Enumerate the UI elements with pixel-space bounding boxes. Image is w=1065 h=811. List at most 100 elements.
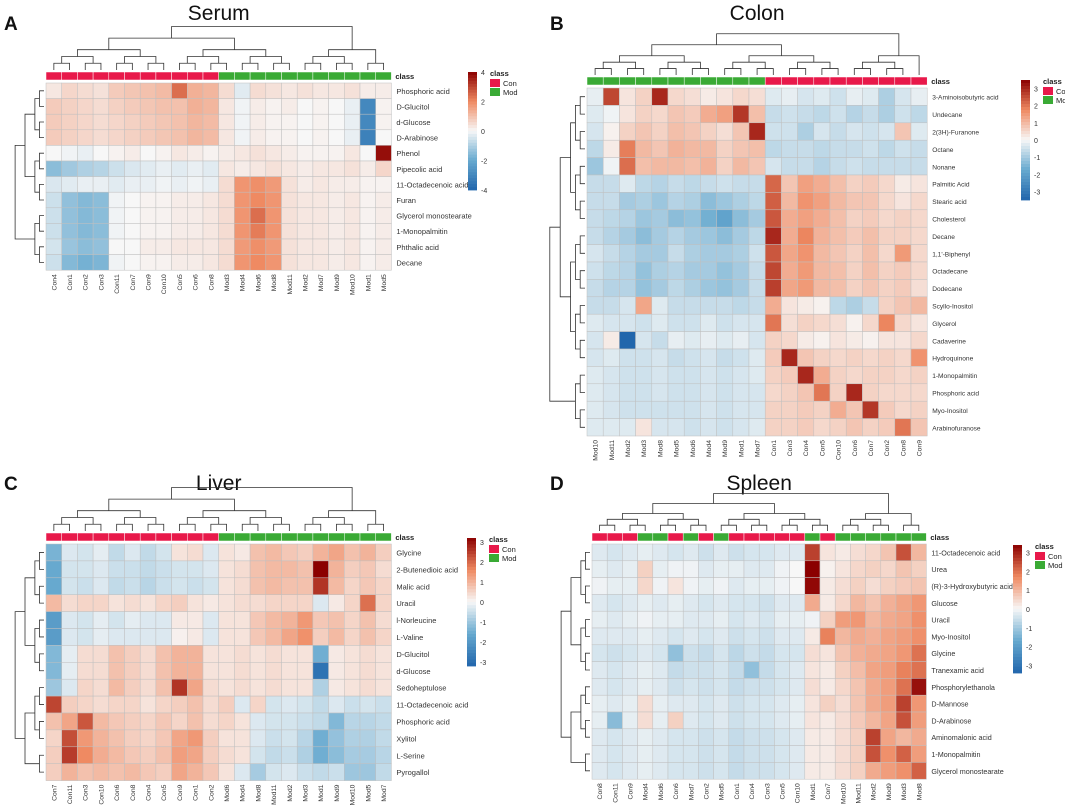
heatmap-cell xyxy=(713,543,730,562)
heatmap-cell xyxy=(878,192,896,211)
heatmap-cell xyxy=(265,678,282,697)
colorbar-tick: -2 xyxy=(480,640,486,647)
heatmap-cell xyxy=(845,244,863,263)
heatmap-cell xyxy=(743,560,760,578)
heatmap-cell xyxy=(910,279,928,298)
colorbar-tick: -3 xyxy=(1026,663,1032,670)
heatmap-cell xyxy=(234,628,251,646)
panel-title: Spleen xyxy=(727,472,792,495)
row-label: Hydroquinone xyxy=(932,356,973,363)
class-cell-mod xyxy=(312,532,329,542)
heatmap-cell xyxy=(728,644,745,662)
heatmap-cell xyxy=(265,129,282,146)
heatmap-cell xyxy=(265,628,282,646)
heatmap-cell xyxy=(878,87,896,106)
heatmap-cell xyxy=(234,611,251,629)
heatmap-cell xyxy=(171,695,188,714)
heatmap-cell xyxy=(155,145,172,162)
column-label: Con11 xyxy=(114,274,121,294)
heatmap-cell xyxy=(713,594,730,612)
colorbar-segment xyxy=(467,618,476,622)
heatmap-cell xyxy=(312,594,329,612)
heatmap-cell xyxy=(265,113,282,131)
colorbar-segment xyxy=(1013,602,1022,607)
panel-title: Colon xyxy=(730,2,785,25)
heatmap-cell xyxy=(758,728,775,746)
heatmap-cell xyxy=(45,763,62,781)
heatmap-cell xyxy=(92,560,110,579)
class-cell-con xyxy=(667,532,684,542)
heatmap-cell xyxy=(804,762,821,780)
class-cell-con xyxy=(61,532,78,542)
dendrogram-branch xyxy=(789,518,821,526)
heatmap-cell xyxy=(910,661,927,679)
heatmap-cell xyxy=(728,711,745,730)
dendrogram-branch xyxy=(108,498,235,511)
dendrogram-branch xyxy=(743,513,806,520)
heatmap-cell xyxy=(880,661,897,679)
heatmap-cell xyxy=(774,728,790,746)
heatmap-cell xyxy=(713,762,730,780)
dendrogram-branch xyxy=(39,121,44,138)
colorbar-segment xyxy=(1013,612,1022,616)
colorbar-segment xyxy=(468,80,477,85)
heatmap-cell xyxy=(249,113,267,131)
column-label: Mod1 xyxy=(810,783,817,800)
heatmap-cell xyxy=(743,694,760,713)
heatmap-cell xyxy=(748,261,766,280)
dendrogram-branch xyxy=(732,61,766,69)
heatmap-cell xyxy=(850,644,866,662)
heatmap-cell xyxy=(591,560,608,578)
heatmap-cell xyxy=(850,762,866,780)
heatmap-cell xyxy=(328,560,345,579)
heatmap-cell xyxy=(829,348,847,367)
heatmap-cell xyxy=(732,122,750,141)
heatmap-cell xyxy=(834,610,851,629)
colorbar-segment xyxy=(1021,116,1030,120)
heatmap-cell xyxy=(732,226,750,245)
heatmap-cell xyxy=(894,296,912,315)
heatmap-cell xyxy=(910,594,927,612)
heatmap-cell xyxy=(61,113,78,131)
heatmap-cell xyxy=(698,762,714,780)
class-cell-mod xyxy=(586,76,604,86)
colorbar-segment xyxy=(468,169,477,173)
colorbar-segment xyxy=(1021,86,1030,90)
heatmap-cell xyxy=(202,729,219,748)
heatmap-cell xyxy=(344,254,361,271)
heatmap-cell xyxy=(829,244,847,263)
column-label: Mod11 xyxy=(856,783,863,803)
heatmap-cell xyxy=(296,729,314,748)
colorbar-segment xyxy=(1013,567,1022,571)
heatmap-cell xyxy=(218,129,235,146)
heatmap-cell xyxy=(234,98,251,115)
legend-swatch-mod xyxy=(1043,96,1053,104)
heatmap-cell xyxy=(743,543,760,562)
colorbar-segment xyxy=(1013,570,1022,575)
heatmap-cell xyxy=(637,610,654,629)
row-label: 11-Octadecenoic acid xyxy=(396,701,468,710)
colorbar-segment xyxy=(1021,80,1030,84)
column-label: Con10 xyxy=(836,440,843,460)
heatmap-cell xyxy=(910,244,928,263)
heatmap-cell xyxy=(281,560,298,579)
heatmap-cell xyxy=(218,543,235,562)
dendrogram-branch xyxy=(579,374,585,393)
heatmap-cell xyxy=(716,279,734,298)
colorbar-segment xyxy=(1021,197,1030,201)
dendrogram-branch xyxy=(273,62,290,70)
heatmap-cell xyxy=(829,313,847,332)
heatmap-cell xyxy=(789,594,806,612)
row-label: Pyrogallol xyxy=(396,768,429,777)
heatmap-cell xyxy=(894,87,912,106)
heatmap-cell xyxy=(606,543,623,562)
heatmap-cell xyxy=(651,418,669,437)
heatmap-cell xyxy=(139,763,157,781)
heatmap-cell xyxy=(797,279,815,298)
heatmap-cell xyxy=(586,261,604,280)
colorbar-segment xyxy=(1021,122,1030,126)
heatmap-cell xyxy=(45,746,62,764)
colorbar-segment xyxy=(468,142,477,147)
heatmap-cell xyxy=(700,209,717,228)
heatmap-cell xyxy=(92,543,110,562)
